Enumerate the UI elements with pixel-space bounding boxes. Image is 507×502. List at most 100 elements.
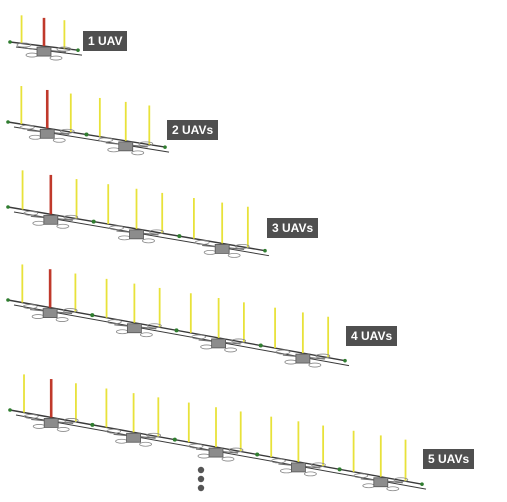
propeller: [25, 52, 39, 58]
propeller: [59, 128, 75, 134]
propeller: [149, 229, 164, 235]
propeller: [362, 483, 376, 489]
propeller: [63, 214, 79, 220]
propeller: [62, 308, 78, 313]
label-5-uavs: 5 UAVs: [423, 449, 475, 469]
rail-end: [263, 248, 267, 253]
propeller: [63, 418, 79, 423]
uav-body: [126, 323, 142, 334]
uav-body: [373, 477, 389, 488]
propeller: [315, 353, 331, 359]
label-2-uavs: 2 UAVs: [167, 120, 219, 140]
propeller: [224, 347, 238, 353]
joint-node: [255, 452, 260, 457]
uav-body: [208, 447, 224, 458]
joint-node: [177, 234, 182, 239]
propeller: [139, 332, 153, 338]
uav-body: [43, 214, 59, 225]
propeller: [118, 235, 131, 241]
propeller: [227, 253, 241, 258]
propeller: [32, 424, 46, 429]
uav-body: [126, 432, 141, 443]
propeller: [131, 150, 145, 156]
propeller: [308, 362, 322, 368]
propeller: [23, 210, 39, 216]
propeller: [49, 55, 63, 61]
rail-end: [343, 358, 347, 363]
propeller: [106, 319, 122, 325]
propeller: [284, 359, 298, 365]
propeller: [109, 225, 124, 231]
propeller: [22, 304, 38, 309]
propeller: [228, 447, 244, 453]
propeller: [107, 147, 121, 153]
propeller: [19, 124, 35, 130]
propeller: [98, 137, 114, 143]
propeller: [32, 220, 46, 226]
uav-body: [42, 308, 58, 318]
rail-end: [8, 408, 12, 412]
propeller: [146, 323, 162, 329]
joint-node: [90, 422, 95, 427]
propeller: [115, 329, 129, 335]
joint-node: [172, 437, 177, 442]
propeller: [56, 427, 70, 432]
label-4-uavs: 4 UAVs: [346, 326, 398, 346]
propeller: [197, 453, 211, 459]
propeller: [23, 414, 39, 419]
propeller: [275, 349, 291, 355]
rail-end: [420, 482, 424, 486]
joint-node: [174, 328, 179, 333]
ellipsis-dot: [197, 484, 205, 492]
propeller: [16, 42, 32, 48]
uav-body: [43, 418, 59, 428]
rail-end: [8, 40, 12, 44]
joint-node: [337, 467, 342, 472]
uav-body: [36, 46, 52, 57]
rail-end: [163, 145, 167, 149]
propeller: [279, 468, 293, 474]
joint-node: [91, 219, 96, 224]
uav-body: [295, 353, 311, 364]
propeller: [146, 432, 162, 438]
ellipsis-dot: [197, 475, 205, 483]
rail-end: [6, 120, 10, 124]
uav-body: [211, 338, 227, 349]
ellipsis-dot: [197, 466, 205, 474]
label-1-uav: 1 UAV: [83, 31, 128, 51]
propeller: [28, 134, 42, 140]
propeller: [386, 486, 400, 492]
propeller: [203, 250, 217, 255]
propeller: [188, 443, 204, 449]
uav-body: [129, 229, 144, 240]
uav-body: [290, 462, 306, 473]
label-3-uavs: 3 UAVs: [267, 218, 319, 238]
propeller: [221, 456, 235, 462]
propeller: [231, 338, 247, 344]
propeller: [106, 428, 121, 434]
propeller: [31, 314, 45, 319]
propeller: [56, 46, 72, 52]
propeller: [138, 141, 154, 147]
propeller: [303, 471, 317, 477]
propeller: [55, 317, 69, 322]
rail-end: [76, 48, 80, 52]
joint-node: [258, 343, 263, 348]
propeller: [139, 441, 153, 447]
propeller: [191, 334, 207, 340]
rail-end: [6, 298, 10, 302]
propeller: [353, 473, 369, 479]
propeller: [194, 240, 210, 245]
propeller: [310, 462, 326, 468]
uav-body: [214, 244, 230, 254]
propeller: [200, 344, 214, 350]
joint-node: [84, 132, 89, 137]
rail-end: [6, 205, 10, 209]
propeller: [115, 438, 128, 444]
propeller: [393, 477, 409, 483]
propeller: [234, 244, 250, 249]
propeller: [270, 458, 286, 464]
joint-node: [90, 313, 95, 318]
propeller: [142, 238, 155, 244]
